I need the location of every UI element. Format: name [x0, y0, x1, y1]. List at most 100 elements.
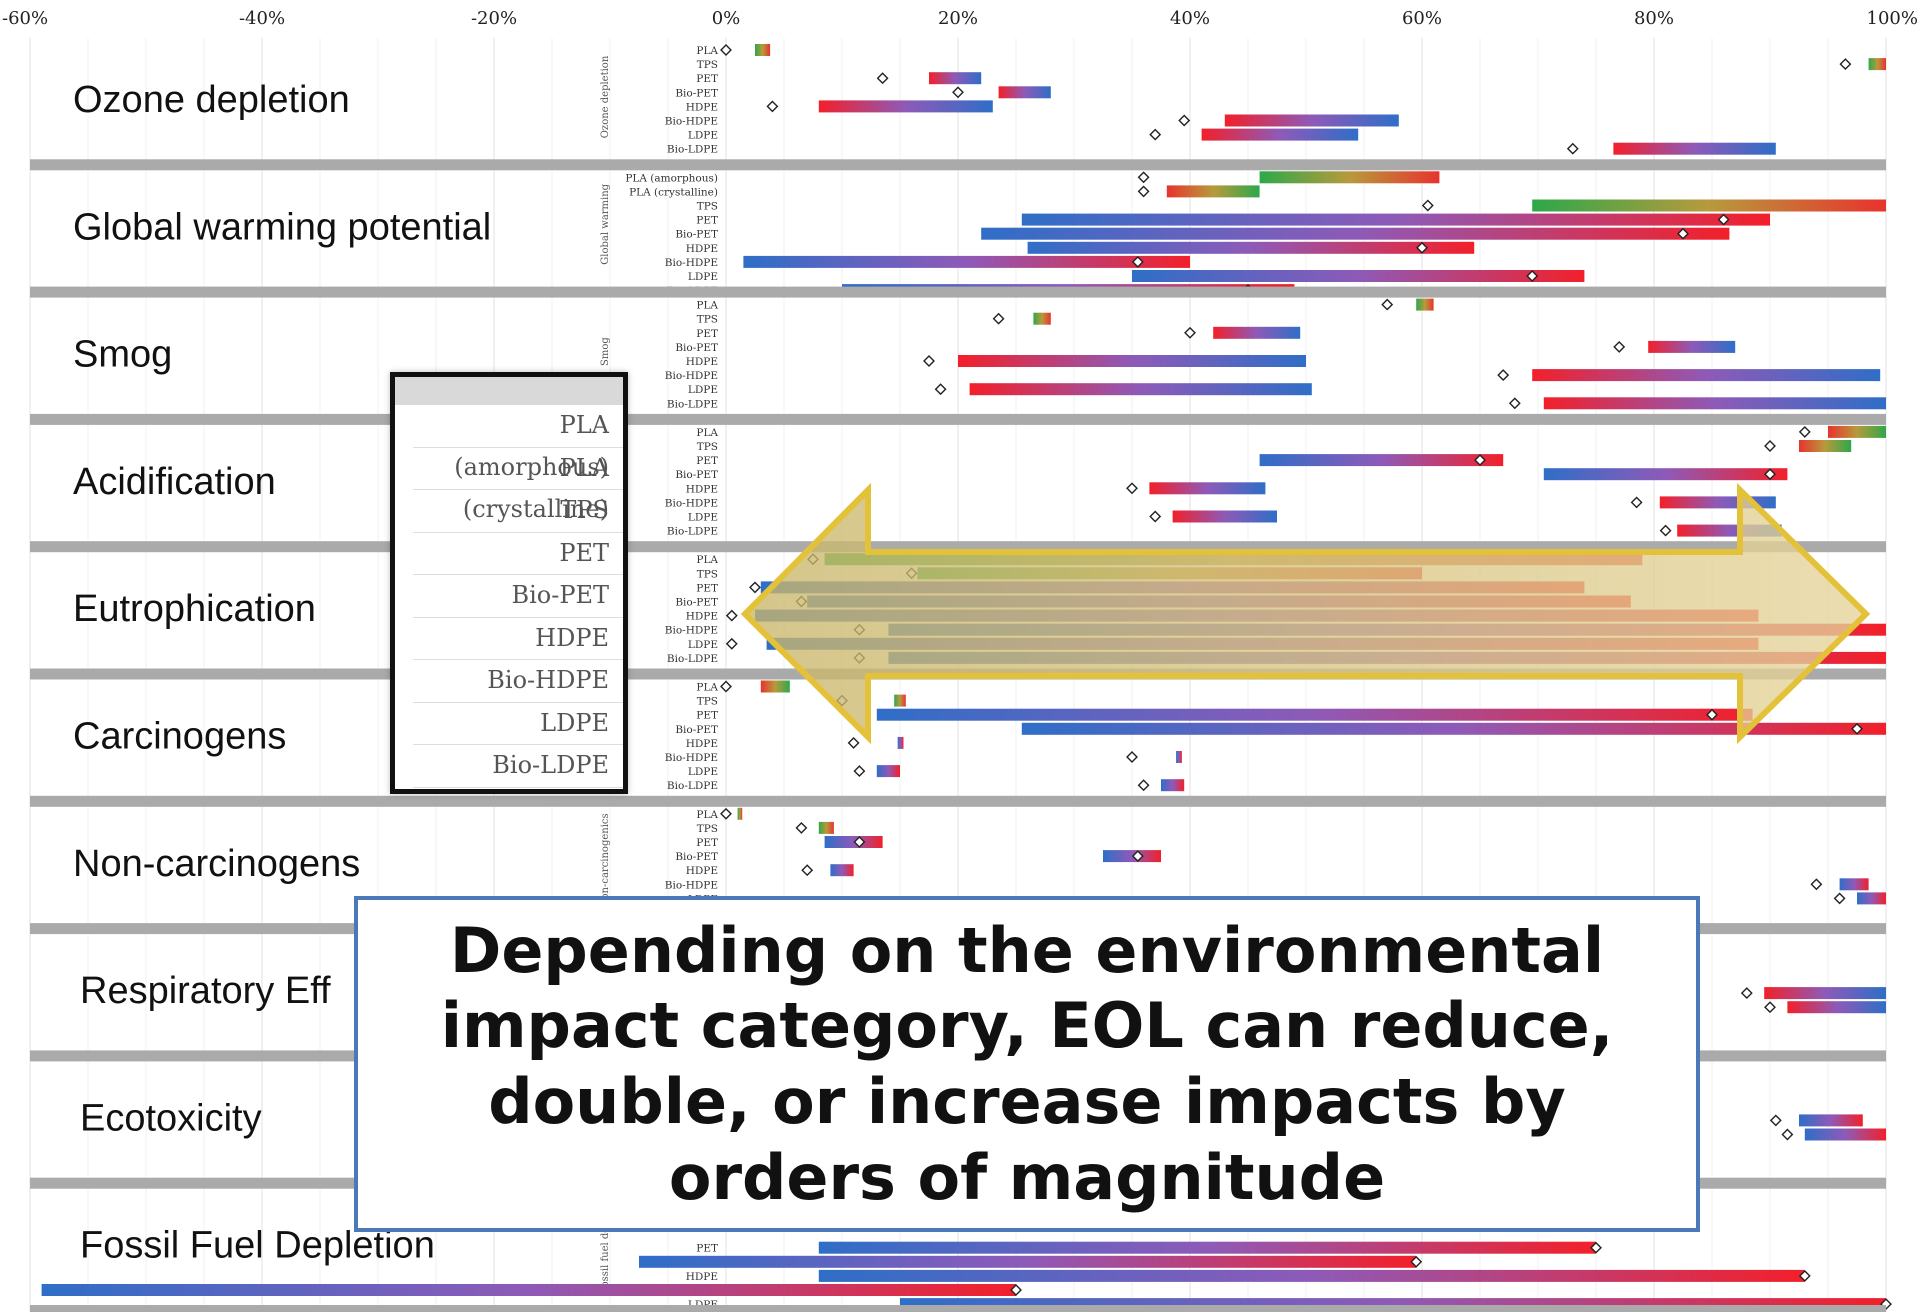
conclusion-callout: Depending on the environmental impact ca… — [354, 896, 1700, 1232]
baseline-marker — [725, 637, 738, 650]
impact-range-bar — [1804, 1128, 1886, 1141]
x-tick-label: 60% — [1402, 8, 1442, 29]
material-legend-inset: PLA (amorphous) PLA (crystalline) TPS PET Bi… — [390, 372, 628, 794]
baseline-marker — [1566, 142, 1579, 155]
impact-range-bar — [1532, 369, 1881, 382]
impact-range-bar — [1021, 722, 1886, 735]
row-label: Bio-LDPE — [667, 398, 718, 410]
baseline-marker — [1764, 468, 1776, 481]
impact-range-bar — [1416, 298, 1434, 311]
impact-range-bar — [1613, 142, 1776, 155]
category-side-label: Non-carcinogenics — [600, 813, 611, 908]
impact-range-bar — [1543, 397, 1886, 410]
row-label: PET — [696, 215, 718, 227]
category-section: Fossil Fuel Depletion Fossil fuel depleti… — [30, 1191, 1892, 1312]
row-label: PET — [696, 582, 718, 594]
impact-range-bar — [1828, 425, 1886, 438]
impact-range-bar — [1166, 185, 1260, 198]
baseline-marker — [1126, 482, 1138, 495]
impact-range-bar — [1532, 199, 1886, 212]
category-side-label: Ozone depletion — [600, 55, 611, 138]
row-label: PLA — [696, 45, 718, 57]
impact-range-bar — [1176, 751, 1182, 763]
category-side-label: Fossil fuel depletion — [600, 1191, 611, 1294]
row-label: LDPE — [688, 512, 718, 524]
row-label: PLA — [696, 427, 718, 439]
row-label: TPS — [697, 59, 718, 71]
baseline-marker — [1630, 496, 1643, 509]
baseline-marker — [1764, 440, 1776, 452]
category-label: Smog — [73, 334, 172, 376]
row-label: Bio-PET — [675, 229, 718, 241]
row-label: HDPE — [686, 101, 718, 113]
row-label: Bio-HDPE — [665, 257, 718, 269]
row-label: HDPE — [686, 738, 718, 750]
legend-header-bar — [395, 377, 623, 405]
row-label: LDPE — [688, 766, 718, 778]
impact-range-bar — [929, 72, 982, 85]
row-label: Bio-LDPE — [667, 780, 718, 792]
impact-range-bar — [818, 100, 993, 113]
baseline-marker — [1410, 1255, 1423, 1268]
baseline-marker — [1131, 255, 1144, 268]
legend-item: PLA (crystalline) — [413, 448, 623, 523]
row-label: PLA — [696, 682, 718, 694]
impact-range-bar — [818, 1241, 1596, 1254]
row-label: HDPE — [686, 1271, 718, 1283]
x-tick-label: -40% — [239, 8, 285, 29]
baseline-marker — [1659, 524, 1672, 537]
row-label: Bio-HDPE — [665, 370, 718, 382]
category-side-label: Smog — [600, 337, 611, 366]
row-label: LDPE — [688, 384, 718, 396]
baseline-marker — [923, 355, 935, 367]
impact-range-bar — [958, 355, 1306, 367]
impact-range-bar — [1224, 114, 1399, 127]
legend-rows: PLA (amorphous) PLA (crystalline) TPS PET Bi… — [395, 405, 623, 788]
impact-range-bar — [1201, 128, 1359, 141]
baseline-marker — [720, 44, 732, 56]
baseline-marker — [1126, 751, 1138, 763]
baseline-marker — [1798, 1269, 1811, 1282]
category-label: Ecotoxicity — [80, 1097, 262, 1139]
row-label: TPS — [697, 441, 718, 453]
category-label: Carcinogens — [73, 716, 286, 758]
impact-range-bar — [1259, 454, 1504, 467]
row-label: Bio-HDPE — [665, 879, 718, 891]
baseline-marker — [1781, 1128, 1794, 1141]
impact-range-bar — [876, 708, 1753, 721]
row-label: TPS — [697, 696, 718, 708]
x-tick-label: 0% — [712, 8, 741, 29]
category-label: Global warming potential — [73, 206, 491, 248]
baseline-marker — [1677, 227, 1689, 240]
baseline-marker — [1497, 369, 1510, 382]
baseline-marker — [1717, 213, 1730, 226]
row-label: HDPE — [686, 865, 718, 877]
impact-range-bar — [41, 1284, 1017, 1296]
category-separator — [30, 1305, 1886, 1312]
row-label: Bio-PET — [675, 597, 718, 609]
row-label: PLA (crystalline) — [629, 186, 718, 198]
baseline-marker — [1178, 114, 1191, 127]
impact-range-bar — [818, 821, 834, 834]
impact-range-bar — [1868, 58, 1886, 71]
impact-range-bar — [1857, 892, 1886, 905]
row-label: Bio-PET — [675, 342, 718, 354]
baseline-marker — [1798, 425, 1811, 438]
x-tick-label: 20% — [938, 8, 978, 29]
x-axis-ticks: -60% -40% -20% 0% 20% 40% 60% 80% 100% — [2, 8, 1918, 29]
impact-range-bar — [1764, 987, 1886, 1000]
baseline-marker — [766, 100, 779, 113]
impact-range-bar — [1543, 468, 1788, 481]
baseline-marker — [934, 383, 947, 396]
category-separator — [30, 159, 1886, 171]
baseline-marker — [853, 836, 866, 848]
row-label: TPS — [697, 568, 718, 580]
row-label: Bio-PET — [675, 469, 718, 481]
impact-range-bar — [639, 1255, 1417, 1268]
impact-range-bar — [1799, 440, 1852, 452]
baseline-marker — [1149, 510, 1162, 523]
row-label: PLA (amorphous) — [625, 172, 718, 184]
baseline-marker — [1590, 1241, 1602, 1254]
baseline-marker — [720, 807, 732, 820]
baseline-marker — [876, 72, 889, 85]
